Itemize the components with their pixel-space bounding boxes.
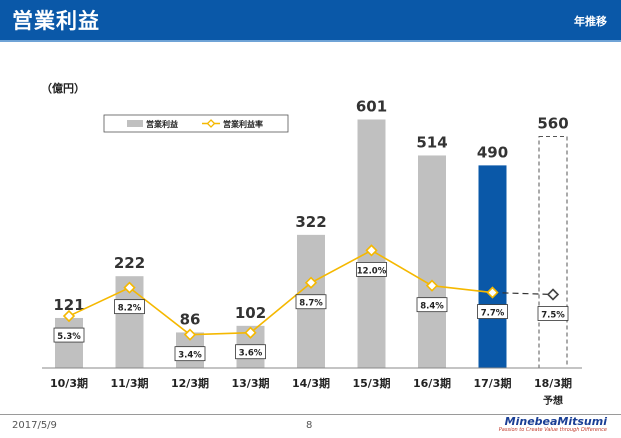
bar-value-label: 322 — [295, 213, 326, 231]
bar — [478, 165, 507, 368]
legend-label-bar: 営業利益 — [146, 119, 178, 129]
company-logo: MinebeaMitsumi Passion to Create Value t… — [499, 416, 607, 433]
category-label: 12/3期 — [171, 376, 209, 390]
margin-line — [68, 249, 493, 336]
logo-tagline: Passion to Create Value through Differen… — [498, 427, 607, 433]
margin-marker — [62, 309, 76, 323]
margin-marker — [244, 326, 257, 339]
header-bar: 営業利益 年推移 — [0, 0, 621, 40]
margin-label-box — [537, 306, 569, 321]
margin-label-box — [356, 261, 387, 277]
footer-date: 2017/5/9 — [12, 420, 57, 431]
margin-label-box — [174, 346, 206, 362]
unit-label: （億円） — [41, 82, 85, 95]
page-number: 8 — [306, 420, 313, 431]
margin-marker — [123, 281, 136, 294]
category-label: 18/3期 — [534, 376, 572, 390]
margin-marker — [304, 276, 318, 289]
category-label: 13/3期 — [232, 376, 270, 390]
margin-label: 3.4% — [178, 351, 202, 361]
margin-marker — [183, 328, 197, 341]
margin-label-box — [235, 344, 266, 360]
category-label: 10/3期 — [50, 376, 88, 390]
bar-value-label: 102 — [235, 304, 266, 322]
margin-label: 8.2% — [118, 304, 142, 314]
margin-label-box — [416, 297, 448, 313]
legend-swatch-bar — [127, 120, 143, 127]
bar-value-label: 514 — [416, 133, 447, 151]
page-title: 営業利益 — [12, 9, 100, 33]
category-label: 17/3期 — [474, 376, 512, 390]
category-label: 16/3期 — [413, 376, 451, 390]
forecast-note: 予想 — [543, 394, 563, 407]
bar-value-label: 601 — [356, 97, 387, 115]
margin-label: 3.6% — [239, 349, 263, 359]
margin-label-box — [295, 294, 327, 310]
margin-marker — [546, 288, 560, 301]
margin-line-forecast — [492, 291, 554, 296]
margin-marker — [365, 244, 378, 257]
bar-value-label: 222 — [114, 254, 145, 272]
margin-label: 8.4% — [420, 302, 444, 312]
category-label: 11/3期 — [111, 376, 149, 390]
bar-value-label: 121 — [53, 296, 84, 314]
margin-label: 5.3% — [57, 332, 81, 342]
margin-label: 7.5% — [541, 311, 565, 321]
bar — [357, 119, 386, 368]
margin-marker — [425, 279, 439, 292]
margin-label: 7.7% — [481, 309, 505, 319]
legend-label-line: 営業利益率 — [223, 119, 263, 129]
category-label: 15/3期 — [353, 376, 391, 390]
margin-label: 8.7% — [299, 299, 323, 309]
legend-swatch-marker — [206, 119, 216, 128]
logo-name: MinebeaMitsumi — [504, 415, 607, 428]
margin-label-box — [114, 299, 145, 315]
margin-label-box — [477, 304, 508, 319]
page-subtitle: 年推移 — [574, 15, 607, 28]
margin-label: 12.0% — [357, 266, 387, 276]
legend-box — [103, 114, 289, 133]
operating-profit-chart: 121 222 86 102 322 601 514 490 560 5.3% 8.2% 3.4% 3.… — [42, 97, 582, 407]
category-label: 14/3期 — [292, 376, 330, 390]
bar-value-label: 560 — [537, 114, 568, 132]
bar — [55, 317, 83, 368]
bar-forecast — [538, 135, 568, 369]
margin-label-box — [53, 327, 85, 343]
margin-marker — [486, 286, 499, 299]
bar — [418, 155, 446, 368]
footer-divider — [0, 414, 621, 415]
bar-value-label: 490 — [477, 143, 508, 161]
bar-value-label: 86 — [180, 310, 201, 328]
header-divider — [0, 40, 621, 42]
